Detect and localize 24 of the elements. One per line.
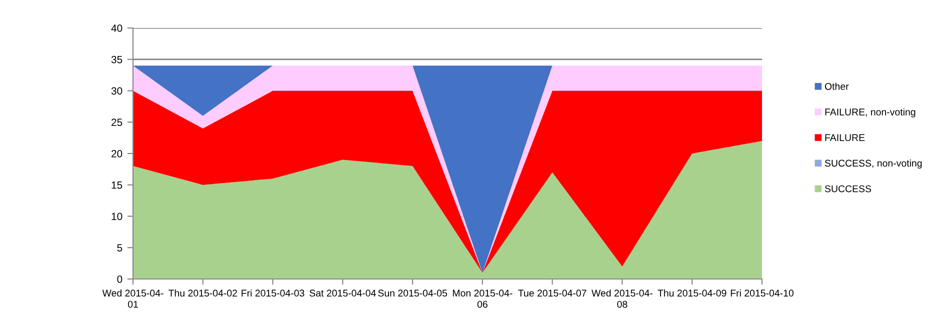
x-tick-label: Wed 2015-04- 08: [592, 289, 653, 308]
x-tick-label: Wed 2015-04- 01: [102, 289, 164, 308]
x-tick-label: Fri 2015-04-10: [730, 289, 794, 297]
x-tick-label: Tue 2015-04-07: [518, 290, 586, 297]
x-tick-label: Thu 2015-04-09: [658, 289, 726, 297]
y-tick-label: 30: [111, 87, 122, 95]
y-tick-label: 15: [112, 181, 122, 189]
y-tick-label: 0: [117, 276, 122, 283]
y-tick-label: 5: [117, 244, 122, 252]
y-tick-label: 40: [111, 24, 122, 32]
y-tick-label: 20: [112, 150, 122, 158]
legend-label: SUCCESS, non-voting: [824, 160, 922, 169]
legend-label: FAILURE: [825, 134, 865, 142]
y-tick-label: 25: [112, 118, 122, 126]
x-tick-label: Fri 2015-04-03: [242, 289, 304, 297]
x-tick-label: Mon 2015-04- 06: [452, 290, 512, 308]
x-tick-label: Sat 2015-04-04: [310, 290, 376, 297]
legend-label: Other: [824, 82, 849, 90]
x-tick-label: Sun 2015-04-05: [378, 290, 448, 297]
y-tick-label: 35: [111, 56, 122, 64]
legend-label: FAILURE, non-voting: [825, 108, 916, 118]
x-tick-label: Thu 2015-04-02: [168, 289, 237, 297]
legend-label: SUCCESS: [824, 185, 872, 192]
y-tick-label: 10: [112, 212, 122, 220]
